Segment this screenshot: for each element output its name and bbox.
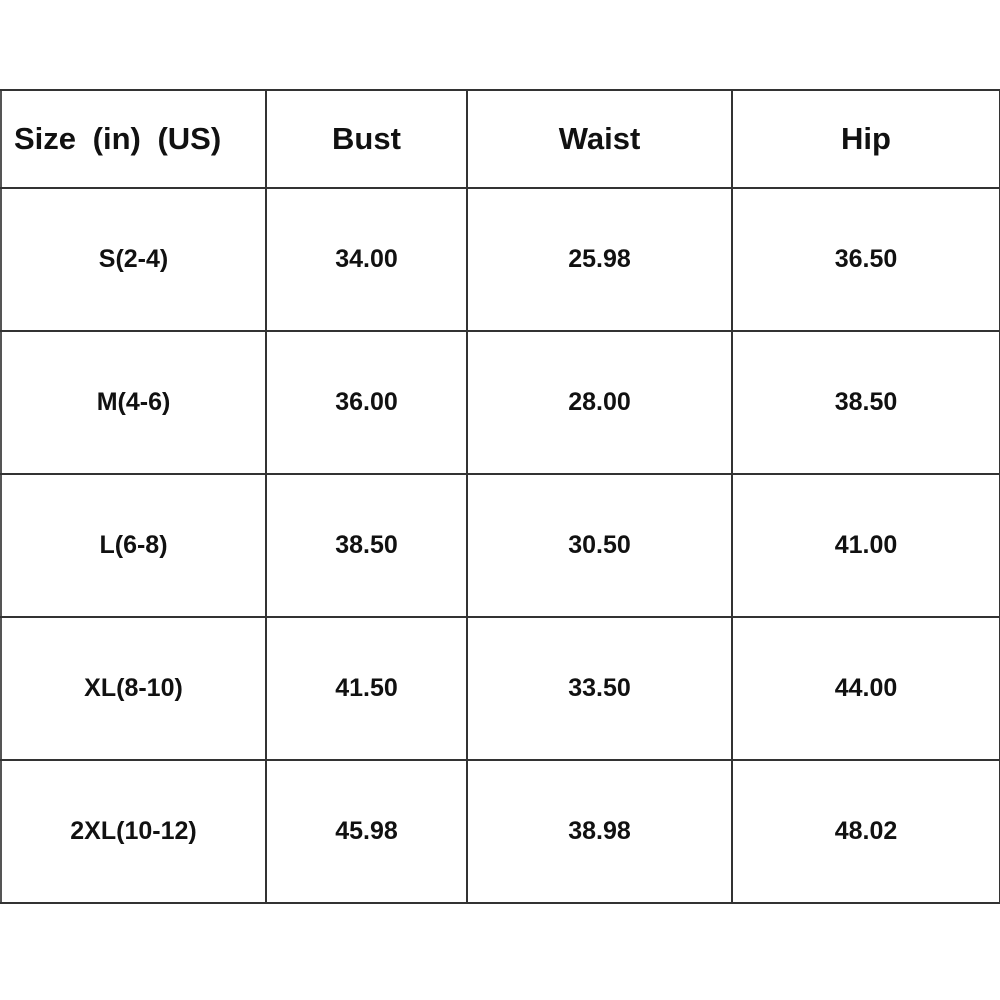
table-row: 2XL(10-12) 45.98 38.98 48.02	[0, 759, 1000, 904]
cell-hip: 36.50	[731, 187, 1000, 332]
cell-hip: 38.50	[731, 330, 1000, 475]
table-row: XL(8-10) 41.50 33.50 44.00	[0, 616, 1000, 761]
table-row: M(4-6) 36.00 28.00 38.50	[0, 330, 1000, 475]
header-row: Size (in) (US) Bust Waist Hip	[0, 89, 1000, 189]
size-chart-table: Size (in) (US) Bust Waist Hip S(2-4) 34.…	[0, 89, 1000, 904]
cell-bust: 34.00	[265, 187, 468, 332]
cell-waist: 25.98	[466, 187, 733, 332]
cell-waist: 38.98	[466, 759, 733, 904]
header-bust: Bust	[265, 89, 468, 189]
cell-bust: 41.50	[265, 616, 468, 761]
cell-hip: 48.02	[731, 759, 1000, 904]
cell-size: L(6-8)	[0, 473, 267, 618]
cell-bust: 36.00	[265, 330, 468, 475]
cell-bust: 38.50	[265, 473, 468, 618]
header-hip: Hip	[731, 89, 1000, 189]
cell-size: S(2-4)	[0, 187, 267, 332]
cell-bust: 45.98	[265, 759, 468, 904]
header-waist: Waist	[466, 89, 733, 189]
table-row: L(6-8) 38.50 30.50 41.00	[0, 473, 1000, 618]
cell-hip: 41.00	[731, 473, 1000, 618]
cell-waist: 28.00	[466, 330, 733, 475]
cell-waist: 30.50	[466, 473, 733, 618]
table-row: S(2-4) 34.00 25.98 36.50	[0, 187, 1000, 332]
cell-hip: 44.00	[731, 616, 1000, 761]
cell-size: M(4-6)	[0, 330, 267, 475]
header-size: Size (in) (US)	[0, 89, 267, 189]
cell-size: 2XL(10-12)	[0, 759, 267, 904]
cell-waist: 33.50	[466, 616, 733, 761]
cell-size: XL(8-10)	[0, 616, 267, 761]
